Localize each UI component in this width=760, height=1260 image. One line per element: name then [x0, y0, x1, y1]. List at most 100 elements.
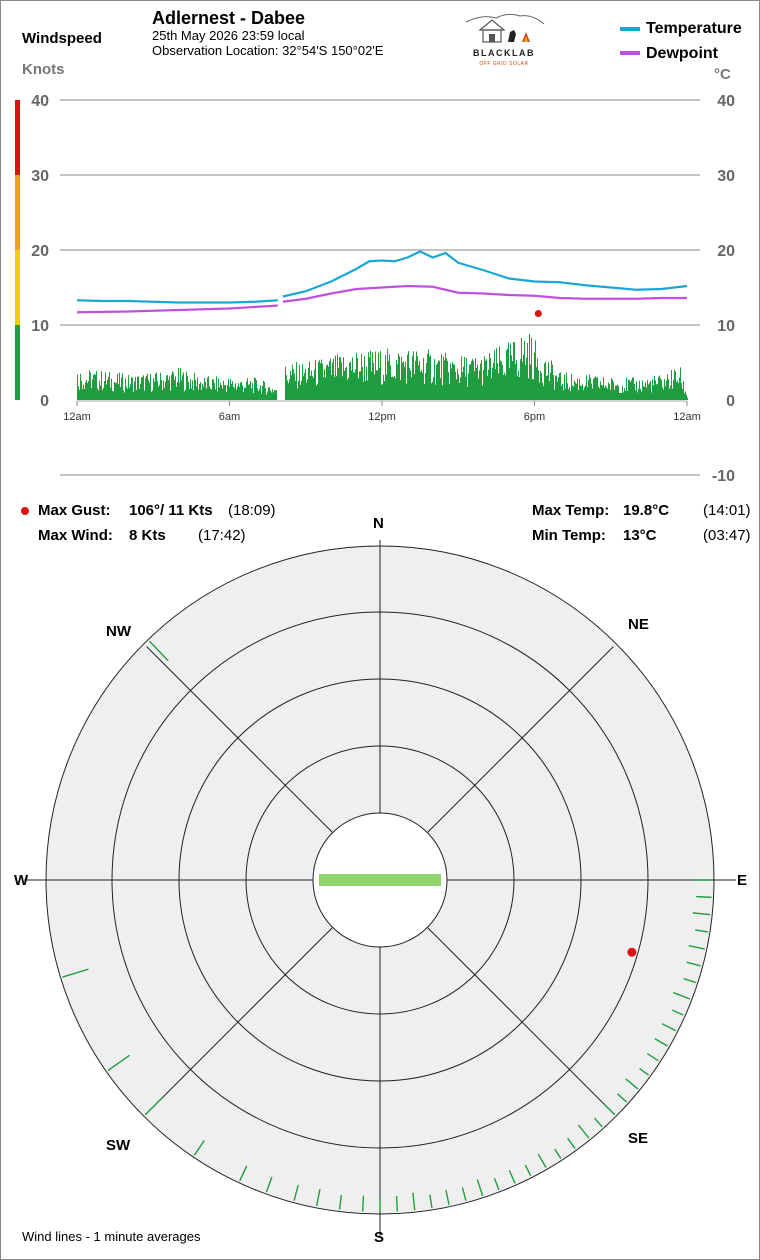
logo-brand-text: BLACKLAB — [473, 48, 535, 58]
compass-label-ne: NE — [628, 616, 649, 633]
wind-direction-segment — [639, 1067, 650, 1076]
wind-direction-segment — [625, 1078, 639, 1090]
blacklab-logo: BLACKLAB OFF GRID SOLAR — [462, 8, 546, 70]
wind-direction-segment — [412, 1192, 416, 1211]
wind-direction-segment — [265, 1176, 273, 1193]
wind-direction-segment — [315, 1189, 321, 1207]
right-tick-label: -10 — [712, 468, 735, 485]
max-gust-point — [534, 310, 542, 317]
max-gust-value: 106°/ 11 Kts — [129, 502, 213, 519]
wind-direction-segment — [696, 895, 712, 899]
gust-marker-icon — [21, 507, 29, 515]
wind-direction-segment — [445, 1189, 450, 1205]
wind-direction-segment — [361, 1195, 365, 1212]
wind-direction-segment — [654, 1038, 668, 1047]
rose-gust-marker — [627, 947, 637, 957]
wind-direction-segment — [62, 968, 89, 978]
wind-direction-segment — [661, 1023, 677, 1032]
wind-direction-segment — [554, 1148, 562, 1159]
left-tick-label: 10 — [31, 318, 49, 335]
wind-direction-segment — [688, 944, 705, 950]
max-temp-time: (14:01) — [703, 502, 751, 519]
wind-scale-band — [15, 100, 20, 175]
wind-scale-band — [15, 325, 20, 400]
wind-direction-segment — [567, 1137, 576, 1150]
min-temp-value: 13°C — [623, 527, 657, 544]
max-gust-label: Max Gust: — [38, 502, 111, 519]
compass-label-nw: NW — [106, 623, 131, 640]
wind-speed-series — [77, 334, 688, 400]
temperature-line — [76, 299, 278, 304]
logo-graphic: BLACKLAB OFF GRID SOLAR — [465, 13, 545, 67]
min-temp-time: (03:47) — [703, 527, 751, 544]
dewpoint-legend-label: Dewpoint — [646, 45, 718, 62]
wind-direction-segment — [646, 1052, 659, 1062]
left-tick-label: 30 — [31, 168, 49, 185]
knots-unit-label: Knots — [22, 61, 65, 78]
wind-direction-segment — [148, 640, 169, 662]
footnote: Wind lines - 1 minute averages — [22, 1229, 201, 1244]
left-tick-label: 0 — [40, 393, 49, 410]
max-wind-label: Max Wind: — [38, 527, 113, 544]
temperature-line — [282, 250, 688, 298]
logo-tagline-text: OFF GRID SOLAR — [479, 61, 528, 67]
rose-spoke — [146, 927, 333, 1114]
wind-direction-segment — [508, 1170, 516, 1184]
right-tick-label: 10 — [717, 318, 735, 335]
celsius-unit-label: °C — [714, 66, 731, 83]
wind-direction-segment — [338, 1194, 343, 1210]
station-title: Adlernest - Dabee — [152, 8, 306, 28]
right-tick-label: 20 — [717, 243, 735, 260]
rose-spoke — [427, 927, 614, 1114]
wind-direction-segment — [616, 1093, 628, 1103]
max-gust-time: (18:09) — [228, 502, 276, 519]
right-tick-label: 40 — [717, 93, 735, 110]
wind-rose-chart — [24, 540, 736, 1236]
x-tick-label: 6pm — [524, 411, 545, 423]
max-wind-value: 8 Kts — [129, 527, 166, 544]
right-tick-label: 30 — [717, 168, 735, 185]
compass-label-se: SE — [628, 1130, 649, 1147]
wind-direction-segment — [672, 1009, 684, 1016]
wind-direction-segment — [672, 991, 691, 1000]
left-tick-label: 40 — [31, 93, 49, 110]
wind-direction-segment — [524, 1164, 532, 1177]
wind-direction-segment — [537, 1153, 547, 1168]
compass-label-e: E — [737, 872, 748, 889]
dewpoint-line — [76, 304, 278, 314]
x-tick-label: 12pm — [368, 411, 396, 423]
min-temp-label: Min Temp: — [532, 527, 606, 544]
wind-direction-segment — [593, 1117, 603, 1128]
wind-direction-segment — [429, 1194, 433, 1209]
wind-direction-segment — [107, 1054, 131, 1072]
left-tick-label: 20 — [31, 243, 49, 260]
compass-label-sw: SW — [106, 1137, 131, 1154]
max-temp-label: Max Temp: — [532, 502, 610, 519]
wind-direction-segment — [686, 961, 701, 967]
x-tick-label: 12am — [673, 411, 701, 423]
wind-direction-segment — [692, 912, 711, 916]
x-tick-label: 12am — [63, 411, 91, 423]
wind-direction-segment — [603, 1103, 616, 1116]
observation-location: Observation Location: 32°54'S 150°02'E — [152, 43, 384, 58]
wind-direction-segment — [193, 1139, 205, 1156]
compass-label-n: N — [373, 515, 384, 532]
windspeed-axis-title: Windspeed — [22, 30, 102, 47]
wind-direction-segment — [493, 1178, 500, 1191]
dewpoint-legend-swatch — [620, 51, 640, 55]
wind-direction-segment — [683, 977, 696, 984]
wind-direction-segment — [476, 1179, 484, 1196]
timeseries-chart: 40 30 20 10 0 -10 40 30 20 10 0 12am 6am 12pm 6pm 12am — [15, 93, 735, 485]
wind-direction-segment — [239, 1165, 248, 1182]
rose-spoke — [146, 646, 333, 833]
wind-direction-segment — [577, 1124, 590, 1139]
dewpoint-line — [282, 284, 687, 303]
max-wind-time: (17:42) — [198, 527, 246, 544]
wind-direction-segment — [144, 1097, 163, 1116]
compass-label-s: S — [374, 1229, 385, 1246]
compass-label-w: W — [14, 872, 29, 889]
max-temp-value: 19.8°C — [623, 502, 670, 519]
temperature-legend-label: Temperature — [646, 20, 742, 37]
temperature-legend-swatch — [620, 27, 640, 31]
calm-bar — [319, 874, 441, 886]
